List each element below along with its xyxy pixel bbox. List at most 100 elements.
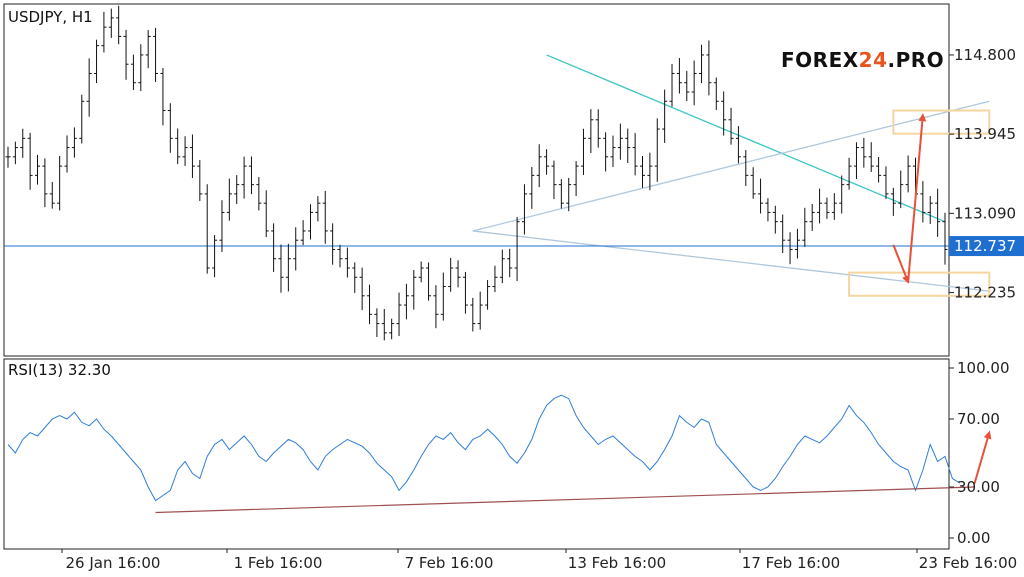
price-bar — [743, 149, 749, 186]
price-bar — [212, 235, 218, 278]
price-bar — [868, 142, 874, 172]
logo-text-forex: FOREX — [781, 48, 859, 72]
price-bar — [330, 223, 336, 265]
price-bar — [802, 207, 808, 247]
price-bar — [853, 142, 859, 179]
price-bar — [588, 109, 594, 154]
price-tick-label: 112.235 — [954, 284, 1016, 302]
forecast-arrow-6 — [892, 244, 910, 284]
rsi-tick-label: 30.00 — [957, 478, 1000, 496]
target-box-4 — [892, 109, 991, 135]
price-bar — [285, 243, 291, 292]
price-bar — [927, 195, 933, 225]
price-bar — [721, 91, 727, 136]
main-plot-frame — [3, 3, 950, 357]
price-bar — [322, 190, 328, 244]
price-bar — [116, 5, 122, 45]
price-bar — [544, 149, 550, 175]
price-tick-label: 114.800 — [954, 46, 1016, 64]
price-bar — [381, 308, 387, 341]
price-bar — [794, 228, 800, 259]
price-bar — [300, 220, 306, 246]
price-bar — [846, 157, 852, 190]
price-bar — [293, 227, 299, 271]
price-bar — [234, 175, 240, 205]
price-bar — [389, 318, 395, 340]
price-bar — [448, 257, 454, 292]
time-tick-label: 17 Feb 16:00 — [742, 554, 840, 572]
price-bar — [337, 244, 343, 268]
price-bar — [256, 177, 262, 211]
main-trendline-0 — [546, 54, 946, 223]
rsi-line — [7, 394, 961, 502]
current-price-label: 112.737 — [954, 237, 1016, 255]
price-bar — [204, 184, 210, 274]
price-bar — [411, 270, 417, 310]
logo-text-24: 24 — [858, 48, 888, 72]
price-bar — [676, 58, 682, 94]
price-bar — [219, 200, 225, 253]
main-trendline-1 — [472, 100, 990, 232]
price-bar — [263, 190, 269, 238]
price-bar — [182, 136, 188, 166]
price-bar — [138, 44, 144, 92]
forecast-arrow-7 — [907, 113, 927, 282]
price-bar — [12, 141, 18, 165]
price-bar — [153, 27, 159, 82]
price-bar — [271, 223, 277, 272]
price-bar — [403, 283, 409, 320]
rsi-forecast-arrow — [973, 430, 992, 484]
price-bar — [610, 135, 616, 168]
price-bar — [367, 284, 373, 325]
price-bar — [396, 292, 402, 336]
time-tick-label: 26 Jan 16:00 — [66, 554, 161, 572]
price-bar — [197, 159, 203, 202]
price-bar — [942, 212, 948, 265]
price-bar — [477, 291, 483, 330]
price-bar — [839, 175, 845, 214]
rsi-tick-label: 100.00 — [957, 359, 1010, 377]
price-bar — [352, 262, 358, 293]
price-bar — [824, 197, 830, 219]
price-bar — [647, 152, 653, 191]
price-bar — [699, 44, 705, 84]
price-bar — [728, 107, 734, 145]
price-bar — [573, 161, 579, 196]
current-price-badge — [949, 236, 1024, 257]
price-bar — [713, 77, 719, 110]
price-bar — [654, 118, 660, 182]
price-bar — [595, 109, 601, 148]
price-bar — [123, 29, 129, 80]
price-bar — [248, 156, 254, 195]
price-bar — [374, 308, 380, 338]
price-bar — [27, 132, 33, 190]
price-bar — [42, 158, 48, 208]
forex24-logo: FOREX24.PRO — [781, 48, 944, 72]
price-bar — [529, 166, 535, 209]
price-bar — [470, 297, 476, 332]
price-bar — [809, 203, 815, 231]
price-bar — [566, 177, 572, 212]
price-bar — [499, 249, 505, 284]
price-bar — [536, 144, 542, 188]
rsi-plot-frame — [3, 358, 950, 550]
time-tick-label: 13 Feb 16:00 — [568, 554, 666, 572]
rsi-chart-title: RSI(13) 32.30 — [8, 361, 111, 379]
price-bar — [684, 70, 690, 101]
price-bar — [455, 260, 461, 288]
price-bar — [787, 232, 793, 265]
price-bar — [772, 205, 778, 234]
price-bar — [935, 188, 941, 237]
price-bar — [817, 188, 823, 224]
price-bar — [426, 262, 432, 301]
price-bar — [492, 265, 498, 293]
price-bar — [278, 244, 284, 293]
price-tick-label: 113.945 — [954, 125, 1016, 143]
price-bar — [905, 155, 911, 193]
price-bar — [359, 267, 365, 311]
price-bar — [617, 123, 623, 160]
price-bar — [57, 155, 63, 211]
time-tick-label: 7 Feb 16:00 — [405, 554, 494, 572]
price-bar — [64, 135, 70, 173]
